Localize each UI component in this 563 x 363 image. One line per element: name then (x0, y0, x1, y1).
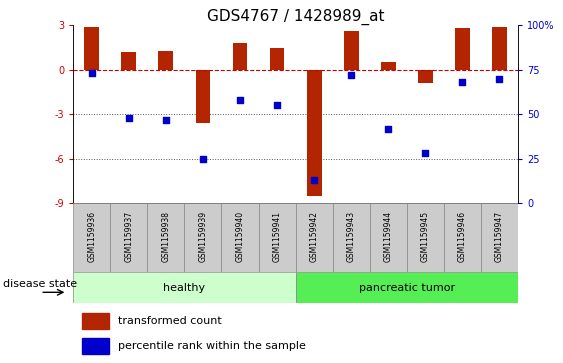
Text: GSM1159940: GSM1159940 (235, 211, 244, 262)
Bar (84, 27, 99, 70)
Bar (258, 203, 296, 272)
Text: GSM1159946: GSM1159946 (458, 211, 467, 262)
Bar (307, 70, 321, 196)
Text: healthy: healthy (163, 283, 205, 293)
Bar (296, 203, 333, 272)
Bar (418, 70, 433, 83)
Bar (270, 48, 284, 70)
Bar (370, 203, 406, 272)
Point (495, 76, 504, 82)
Point (384, 126, 393, 131)
Bar (492, 27, 507, 70)
Bar (158, 50, 173, 70)
Point (310, 177, 319, 183)
Text: transformed count: transformed count (118, 316, 221, 326)
Bar (73, 272, 296, 303)
Text: GSM1159942: GSM1159942 (310, 211, 319, 262)
Bar (455, 28, 470, 70)
Bar (444, 203, 481, 272)
Bar (185, 203, 221, 272)
Text: GSM1159945: GSM1159945 (421, 211, 430, 262)
Point (458, 79, 467, 85)
Text: GSM1159938: GSM1159938 (162, 211, 171, 262)
Title: GDS4767 / 1428989_at: GDS4767 / 1428989_at (207, 9, 385, 25)
Bar (481, 203, 518, 272)
Point (421, 151, 430, 156)
Text: percentile rank within the sample: percentile rank within the sample (118, 341, 306, 351)
Text: disease state: disease state (3, 279, 77, 289)
Text: pancreatic tumor: pancreatic tumor (359, 283, 455, 293)
Text: GSM1159937: GSM1159937 (124, 211, 133, 262)
Bar (406, 203, 444, 272)
Point (162, 117, 171, 123)
Point (124, 115, 133, 121)
Bar (195, 70, 211, 123)
Bar (333, 203, 370, 272)
Bar (82, 338, 109, 354)
Text: GSM1159943: GSM1159943 (347, 211, 356, 262)
Point (347, 72, 356, 78)
Point (235, 97, 244, 103)
Bar (381, 62, 396, 70)
Text: GSM1159936: GSM1159936 (87, 211, 96, 262)
Point (87, 70, 96, 76)
Text: GSM1159939: GSM1159939 (198, 211, 207, 262)
Bar (296, 272, 518, 303)
Text: GSM1159941: GSM1159941 (272, 211, 282, 262)
Text: GSM1159944: GSM1159944 (384, 211, 393, 262)
Text: GSM1159947: GSM1159947 (495, 211, 504, 262)
Bar (110, 203, 148, 272)
Bar (122, 52, 136, 70)
Bar (221, 203, 258, 272)
Bar (73, 203, 110, 272)
Bar (148, 203, 185, 272)
Point (272, 102, 282, 108)
Point (198, 156, 207, 162)
Bar (233, 43, 247, 70)
Bar (344, 31, 359, 70)
Bar (82, 313, 109, 330)
